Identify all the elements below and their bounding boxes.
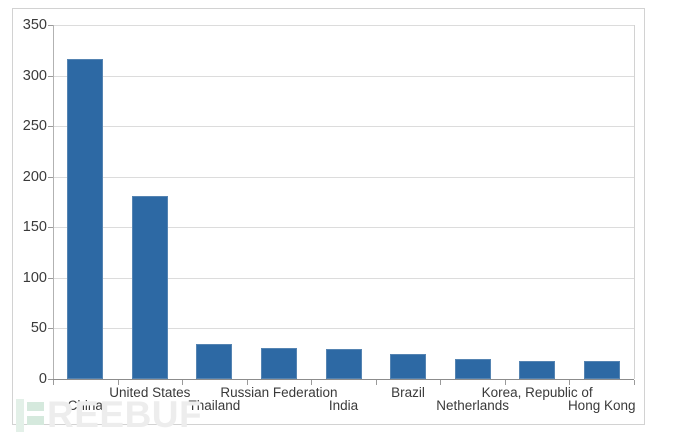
y-axis-tick	[48, 126, 53, 128]
bar-china	[67, 59, 104, 379]
x-axis-category-label: Korea, Republic of	[481, 385, 593, 400]
gridline-350	[53, 25, 634, 26]
x-axis-category-label: China	[67, 398, 103, 413]
y-axis-tick-label: 300	[22, 67, 47, 84]
bar-united-states	[131, 195, 168, 379]
y-axis-tick	[48, 277, 53, 279]
y-axis-tick	[48, 75, 53, 77]
bar-thailand	[196, 343, 233, 379]
x-axis-tick	[440, 380, 442, 385]
x-axis-tick	[182, 380, 184, 385]
y-axis-tick-label: 50	[30, 320, 47, 337]
x-axis-tick	[53, 380, 54, 385]
gridline-250	[53, 126, 634, 128]
y-axis-tick	[48, 176, 53, 178]
gridline-300	[53, 75, 634, 77]
x-axis-tick	[634, 380, 635, 385]
x-axis-category-label: Netherlands	[436, 398, 510, 413]
y-axis-tick-label: 150	[22, 219, 47, 236]
plot-right-border	[634, 25, 635, 379]
bar-russian-federation	[260, 347, 297, 379]
gridline-200	[53, 176, 634, 178]
y-axis-tick-label: 250	[22, 118, 47, 135]
x-axis-tick	[246, 380, 248, 385]
bar-netherlands	[454, 358, 491, 379]
x-axis-tick	[117, 380, 119, 385]
x-axis-category-label: India	[328, 398, 359, 413]
x-axis-tick	[569, 380, 571, 385]
bar-india	[325, 348, 362, 379]
gridline-100	[53, 277, 634, 279]
x-axis-category-label: Hong Kong	[567, 398, 636, 413]
bar-brazil	[390, 353, 427, 379]
x-axis-category-label: United States	[109, 385, 191, 400]
y-axis-tick	[48, 328, 53, 330]
y-axis-tick	[48, 227, 53, 229]
x-axis-category-label: Thailand	[188, 398, 241, 413]
x-axis-line	[53, 379, 634, 380]
chart-frame: 0 50 100 150 200 250 300 350 China United States…	[12, 8, 645, 425]
bar-hong-kong	[583, 360, 620, 379]
y-axis-tick	[48, 25, 53, 26]
y-axis-line	[53, 25, 54, 379]
x-axis-tick	[375, 380, 377, 385]
y-axis-tick-label: 100	[22, 269, 47, 286]
y-axis-tick-label: 200	[22, 168, 47, 185]
y-axis-tick	[48, 379, 53, 380]
gridline-50	[53, 328, 634, 330]
y-axis-tick-label: 350	[22, 17, 47, 33]
gridline-150	[53, 227, 634, 229]
x-axis-tick	[504, 380, 506, 385]
x-axis-category-label: Russian Federation	[220, 385, 338, 400]
bar-korea-republic-of	[519, 360, 556, 379]
y-axis-tick-label: 0	[38, 371, 47, 387]
x-axis-tick	[311, 380, 313, 385]
x-axis-category-label: Brazil	[391, 385, 425, 400]
